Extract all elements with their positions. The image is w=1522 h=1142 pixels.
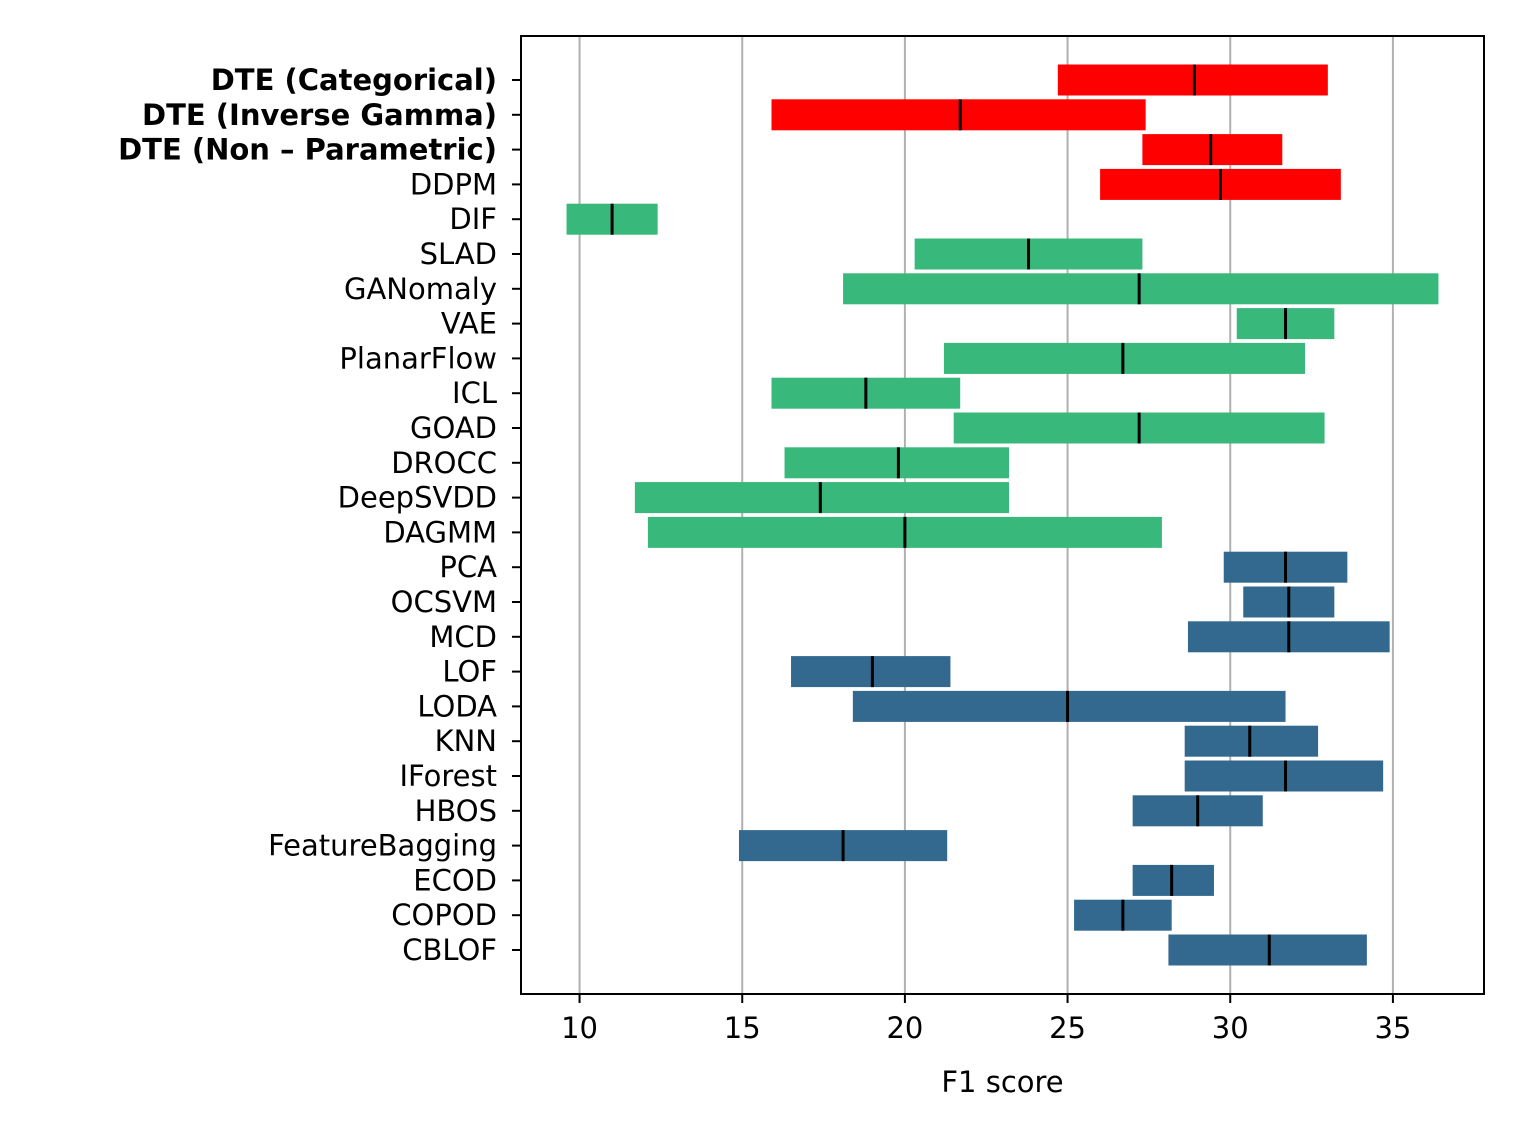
y-tick-label: CBLOF xyxy=(402,933,497,967)
range-bar xyxy=(943,342,1306,374)
y-tick-label: DTE (Inverse Gamma) xyxy=(142,98,497,132)
plot-frame xyxy=(520,35,1485,995)
y-tick-label: PlanarFlow xyxy=(339,341,497,375)
range-bar xyxy=(1184,760,1384,792)
y-tick-label: HBOS xyxy=(415,794,497,828)
y-tick-label: DIF xyxy=(449,202,497,236)
range-bar xyxy=(843,273,1439,305)
x-axis-title: F1 score xyxy=(941,1065,1063,1099)
y-tick-label: VAE xyxy=(441,307,497,341)
range-bar xyxy=(1184,725,1319,757)
range-bar xyxy=(852,690,1286,722)
x-tick-label: 20 xyxy=(886,1011,923,1045)
y-tick-label: OCSVM xyxy=(391,585,497,619)
range-bar xyxy=(1132,864,1214,896)
y-tick-label: MCD xyxy=(429,620,497,654)
x-tick-label: 10 xyxy=(561,1011,598,1045)
range-bar xyxy=(1168,934,1367,966)
y-tick-label: PCA xyxy=(439,550,497,584)
range-bar xyxy=(784,447,1010,479)
y-tick-label: SLAD xyxy=(420,237,497,271)
x-axis: 10 15 20 25 30 35 xyxy=(561,994,1411,1045)
y-tick-label: IForest xyxy=(399,759,497,793)
range-bar xyxy=(634,482,1010,514)
x-tick-label: 30 xyxy=(1212,1011,1249,1045)
y-tick-label: ICL xyxy=(452,376,497,410)
y-tick-label: GOAD xyxy=(410,411,497,445)
range-bar xyxy=(771,99,1146,131)
y-tick-label: DeepSVDD xyxy=(338,481,497,515)
x-tick-label: 25 xyxy=(1049,1011,1086,1045)
range-bar xyxy=(1142,134,1283,166)
y-tick-label: DROCC xyxy=(391,446,497,480)
y-tick-label: LOF xyxy=(442,655,497,689)
y-tick-label: GANomaly xyxy=(344,272,497,306)
y-tick-label: DTE (Categorical) xyxy=(211,63,497,97)
y-tick-label: DDPM xyxy=(410,167,497,201)
y-tick-label: FeatureBagging xyxy=(268,829,497,863)
x-tick-label: 15 xyxy=(724,1011,761,1045)
y-tick-label: DTE (Non – Parametric) xyxy=(118,133,497,167)
bars-group xyxy=(566,64,1439,966)
y-tick-label: KNN xyxy=(435,724,497,758)
range-bar xyxy=(791,656,951,688)
y-tick-label: LODA xyxy=(417,689,497,723)
y-tick-label: DAGMM xyxy=(383,515,497,549)
y-axis: DTE (Categorical)DTE (Inverse Gamma)DTE … xyxy=(118,63,521,967)
y-tick-label: ECOD xyxy=(413,863,497,897)
x-tick-label: 35 xyxy=(1374,1011,1411,1045)
grid-lines xyxy=(578,36,1394,994)
y-tick-label: COPOD xyxy=(391,898,497,932)
range-bar xyxy=(1057,64,1328,96)
